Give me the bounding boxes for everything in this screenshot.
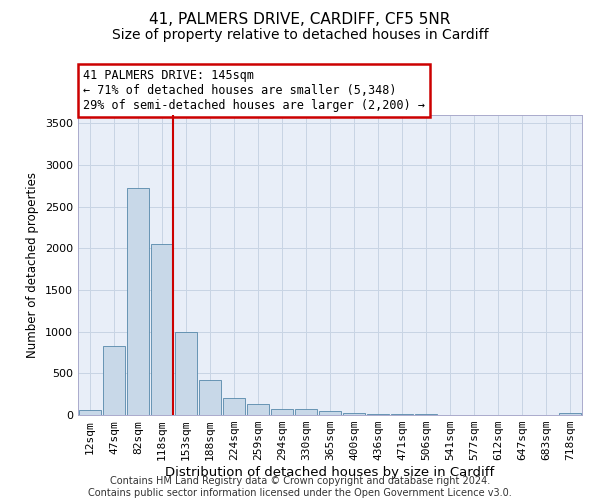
Bar (559, 412, 581, 415)
Bar (175, 332, 197, 415)
Text: 41 PALMERS DRIVE: 145sqm
← 71% of detached houses are smaller (5,348)
29% of sem: 41 PALMERS DRIVE: 145sqm ← 71% of detach… (83, 69, 425, 112)
Bar (223, 398, 245, 415)
Bar (199, 380, 221, 415)
Text: Contains HM Land Registry data © Crown copyright and database right 2024.
Contai: Contains HM Land Registry data © Crown c… (88, 476, 512, 498)
Text: 41, PALMERS DRIVE, CARDIFF, CF5 5NR: 41, PALMERS DRIVE, CARDIFF, CF5 5NR (149, 12, 451, 28)
Y-axis label: Number of detached properties: Number of detached properties (26, 172, 40, 358)
Bar (295, 409, 317, 415)
Bar (127, 188, 149, 415)
Bar (319, 411, 341, 415)
Bar (247, 404, 269, 415)
Bar (79, 410, 101, 415)
Bar (415, 414, 437, 415)
Bar (343, 412, 365, 415)
Bar (271, 409, 293, 415)
Bar (367, 414, 389, 415)
Bar (103, 346, 125, 415)
Bar (391, 414, 413, 415)
Bar (151, 244, 173, 415)
Text: Size of property relative to detached houses in Cardiff: Size of property relative to detached ho… (112, 28, 488, 42)
X-axis label: Distribution of detached houses by size in Cardiff: Distribution of detached houses by size … (166, 466, 494, 479)
